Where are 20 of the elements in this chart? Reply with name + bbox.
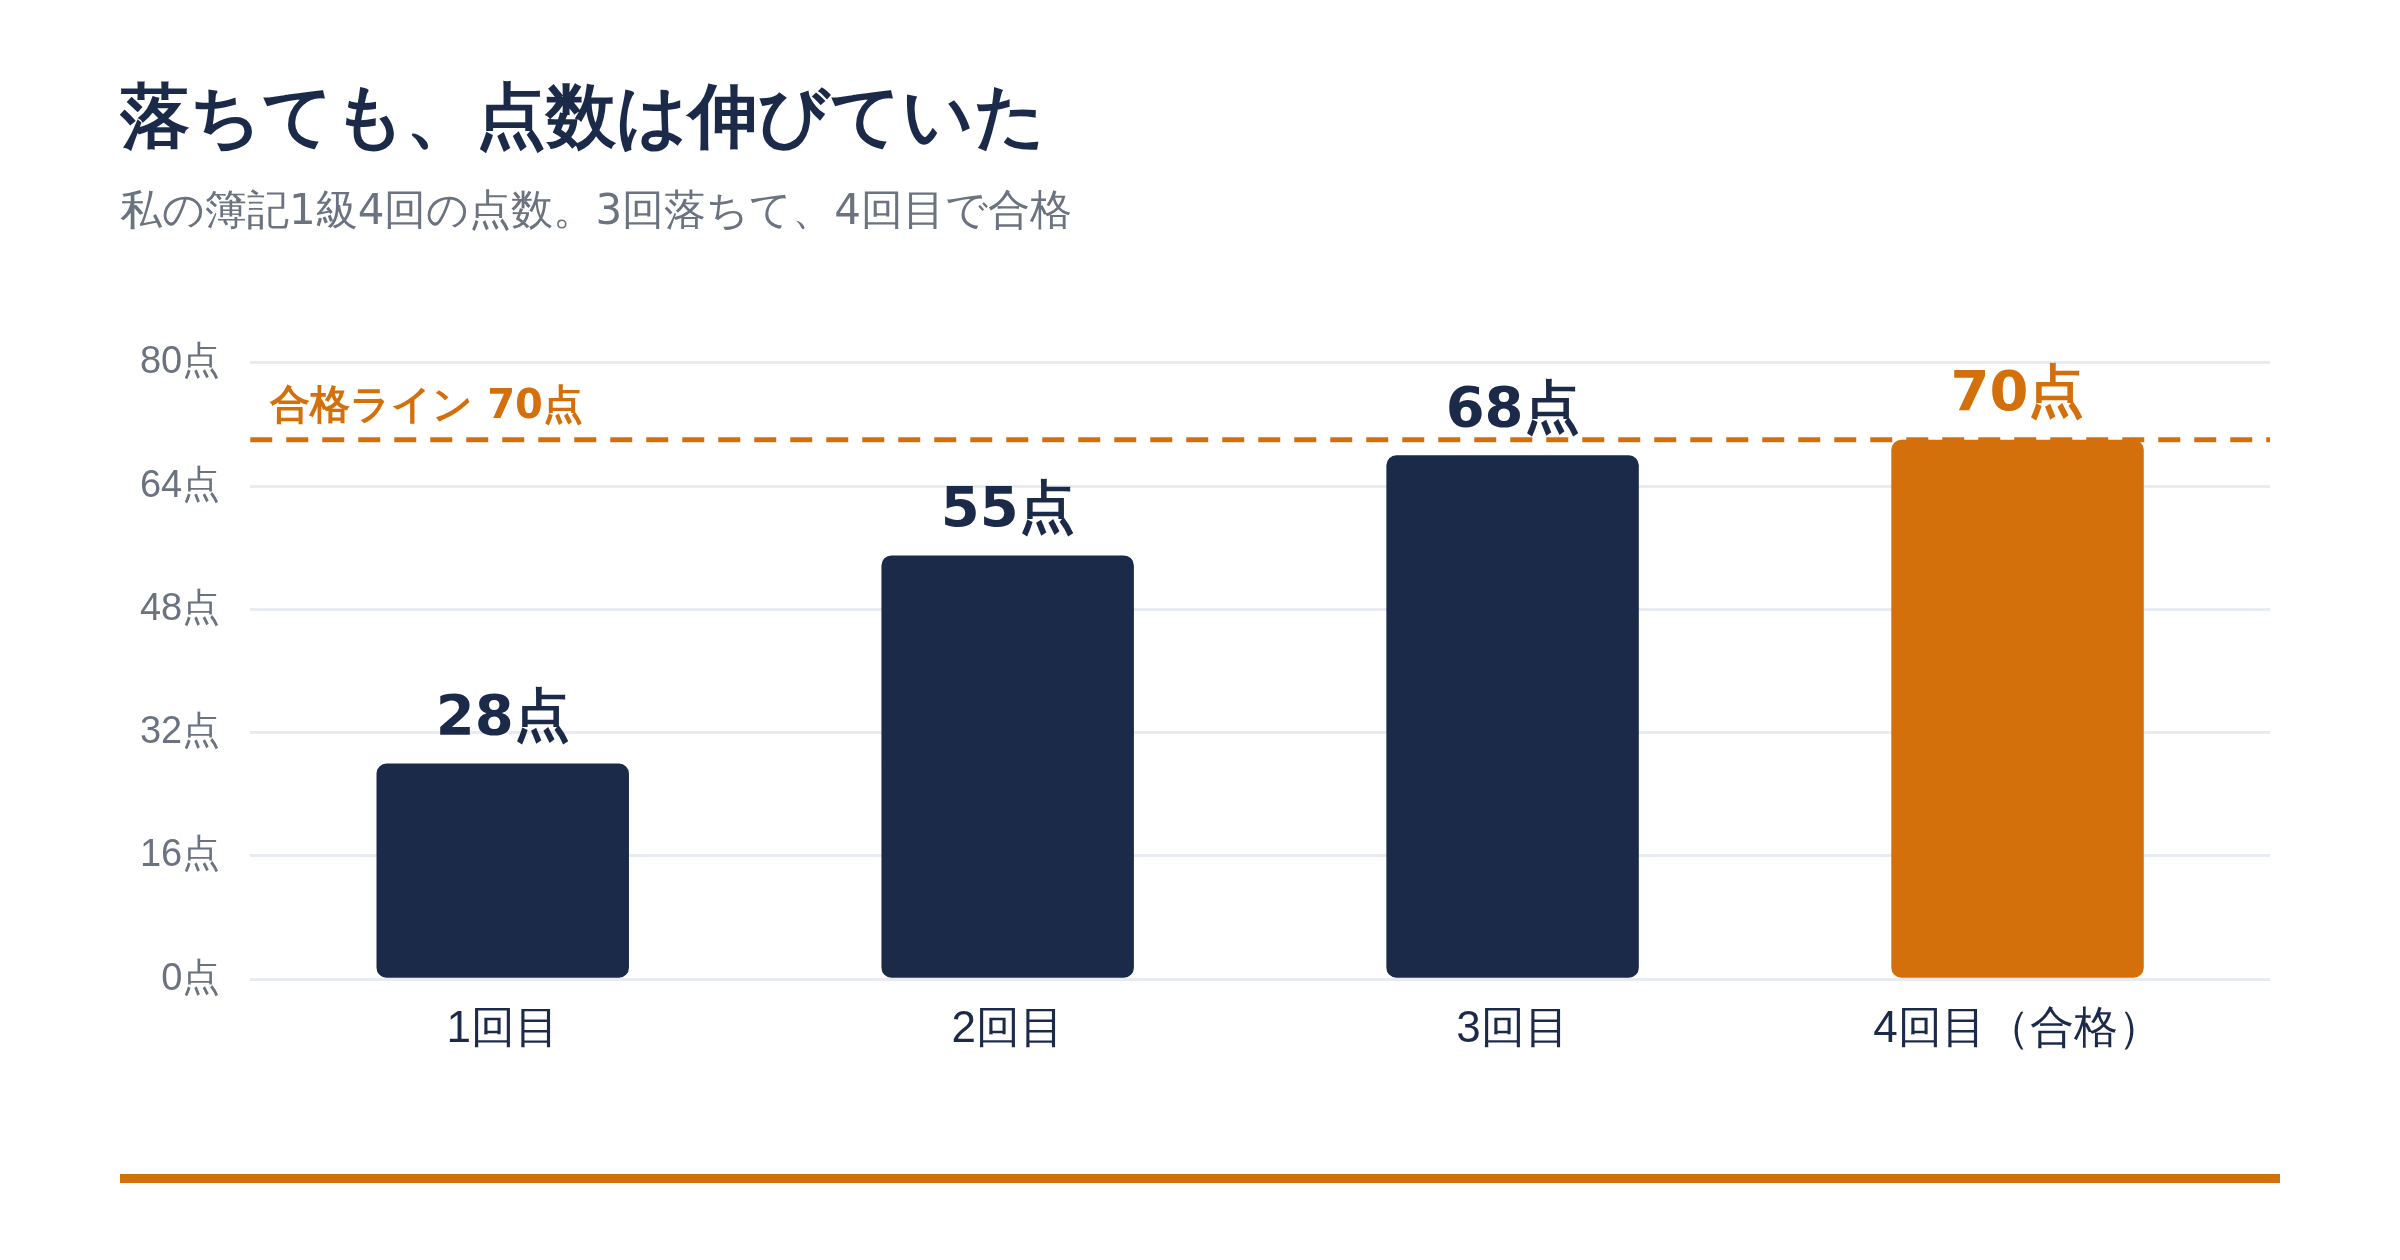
y-tick-label: 0点 [161, 955, 221, 998]
x-tick-label: 1回目 [446, 1001, 559, 1051]
y-tick-label: 64点 [139, 462, 221, 505]
bar [881, 555, 1134, 978]
x-tick-label: 3回目 [1456, 1001, 1569, 1051]
x-tick-label: 4回目（合格） [1873, 1001, 2162, 1051]
y-tick-label: 16点 [139, 832, 221, 875]
x-tick-label: 2回目 [951, 1001, 1064, 1051]
ref-line-label: 合格ライン 70点 [269, 381, 583, 428]
chart-title: 落ちても、点数は伸びていた [120, 74, 1046, 159]
bar [376, 763, 629, 978]
data-label: 70点 [1950, 358, 2085, 424]
y-tick-label: 80点 [139, 339, 221, 382]
bar [1386, 455, 1639, 978]
chart-subtitle: 私の簿記1級4回の点数。3回落ちて、4回目で合格 [120, 184, 1072, 236]
data-label: 28点 [435, 682, 570, 748]
data-label: 55点 [940, 473, 1075, 539]
y-tick-label: 48点 [139, 585, 221, 628]
y-tick-label: 32点 [139, 709, 221, 752]
data-label: 68点 [1445, 373, 1580, 439]
